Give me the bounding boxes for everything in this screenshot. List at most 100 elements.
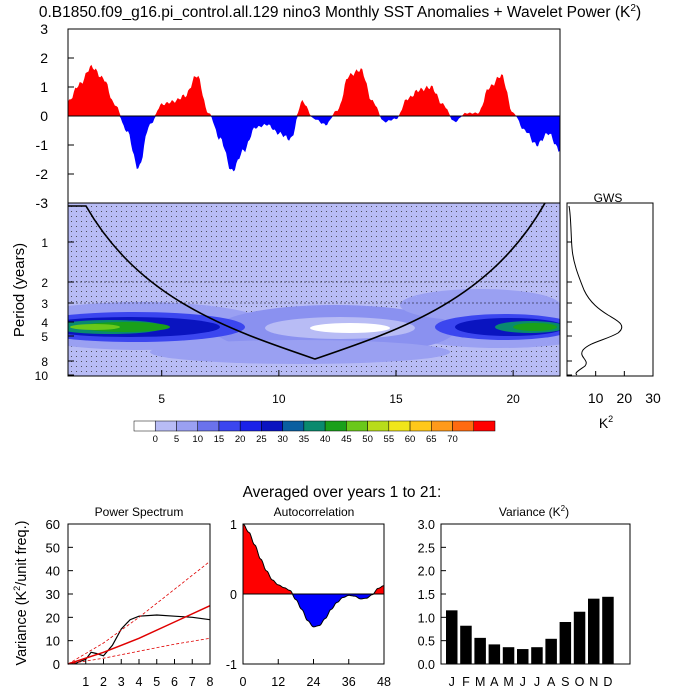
wavelet-y-tick-label: 5 [41, 330, 48, 344]
colorbar-label: 25 [256, 434, 267, 445]
colorbar-swatch [388, 420, 411, 432]
colorbar-label: 15 [214, 434, 225, 445]
gws-frame [566, 202, 654, 377]
colorbar-swatch [452, 420, 475, 432]
ts-positive-area [68, 64, 560, 116]
wavelet-y-axis-label: Period (years) [11, 243, 28, 337]
power-band-peak-left-3 [70, 324, 120, 330]
colorbar-label: 10 [192, 434, 203, 445]
variance-bar [559, 622, 572, 664]
variance-bar [460, 625, 472, 664]
colorbar: 0 5 10 15 20 25 30 35 40 45 50 55 60 65 70 [133, 420, 496, 445]
gws-x-tick-label: 20 [617, 390, 633, 406]
colorbar-label: 55 [384, 434, 395, 445]
var-y-tick-label: 0.5 [418, 635, 435, 649]
colorbar-swatch [239, 420, 262, 432]
ac-y-tick-label: -1 [226, 658, 237, 672]
colorbar-label: 30 [277, 434, 288, 445]
colorbar-label: 70 [447, 434, 458, 445]
autocorrelation-frame [242, 523, 385, 665]
wavelet-x-tick-label: 20 [506, 392, 520, 406]
ts-y-tick-label: 1 [40, 79, 48, 95]
wavelet-panel [68, 203, 560, 376]
var-y-tick-label: 1.5 [418, 588, 435, 602]
cone-of-influence [68, 203, 546, 360]
ac-x-tick-label: 36 [342, 675, 356, 689]
colorbar-label: 0 [153, 434, 158, 445]
ts-y-tick-label: -3 [36, 195, 49, 211]
ps-x-tick-label: 3 [118, 675, 125, 689]
variance-month-label: O [575, 675, 585, 689]
variance-month-label: F [462, 675, 470, 689]
power-spectrum-title: Power Spectrum [95, 505, 184, 519]
ac-x-tick-label: 0 [240, 675, 247, 689]
wavelet-x-tick-label: 10 [272, 392, 286, 406]
autocorrelation-panel: 10-10 12 24 36 48 [226, 518, 391, 689]
colorbar-swatch [473, 420, 496, 432]
colorbar-label: 35 [299, 434, 310, 445]
timeseries-y-ticks: 3 2 1 0 -1 -2 -3 [36, 21, 74, 211]
ps-y-tick-label: 20 [46, 610, 60, 625]
variance-bar [573, 611, 586, 664]
gws-line [568, 205, 623, 376]
autocorrelation-positive-area [243, 524, 384, 594]
ps-x-tick-label: 4 [136, 675, 143, 689]
ps-x-tick-label: 6 [171, 675, 178, 689]
wavelet-frame [67, 202, 561, 377]
colorbar-swatch [133, 420, 156, 432]
colorbar-label: 20 [235, 434, 246, 445]
variance-bar [588, 598, 600, 664]
variance-panel: J F M A M J J A S O N D3.02.52.01.51.00.50.0 [418, 518, 614, 689]
wavelet-x-tick-label: 5 [158, 392, 165, 406]
colorbar-label: 45 [341, 434, 352, 445]
colorbar-swatch [324, 420, 347, 432]
power-band-upper [400, 289, 560, 321]
wavelet-y-tick-label: 4 [41, 316, 48, 330]
power-spectrum-series-line [67, 560, 211, 665]
figure-title: 0.B1850.f09_g16.pi_control.all.129 nino3… [39, 3, 641, 21]
gws-x-tick-label: 10 [588, 390, 604, 406]
variance-bar [531, 647, 543, 664]
autocorrelation-negative-area [243, 594, 384, 627]
variance-month-label: A [547, 675, 556, 689]
ac-x-tick-label: 12 [271, 675, 285, 689]
var-y-tick-label: 0.0 [418, 658, 435, 672]
wavelet-y-tick-label: 1 [41, 236, 48, 250]
ts-y-tick-label: -1 [36, 137, 49, 153]
power-spectrum-series-line [67, 637, 211, 665]
power-band-center-white [310, 323, 390, 333]
wavelet-y-tick-label: 8 [41, 355, 48, 369]
var-y-tick-label: 3.0 [418, 518, 435, 532]
variance-bar [502, 647, 515, 664]
wavelet-y-tick-label: 10 [35, 369, 49, 383]
variance-month-label: D [603, 675, 612, 689]
var-y-tick-label: 2.0 [418, 565, 435, 579]
wavelet-y-tick-label: 3 [41, 297, 48, 311]
ps-y-tick-label: 30 [46, 587, 60, 602]
colorbar-swatch [176, 420, 198, 432]
variance-bar [474, 637, 486, 664]
colorbar-swatch [409, 420, 432, 432]
variance-month-label: A [490, 675, 499, 689]
gws-x-tick-label: 30 [645, 390, 661, 406]
colorbar-swatch [431, 420, 453, 432]
ac-x-tick-label: 24 [307, 675, 321, 689]
variance-bar [488, 644, 501, 664]
ps-x-tick-label: 1 [82, 675, 89, 689]
variance-month-label: S [561, 675, 569, 689]
var-y-tick-label: 2.5 [418, 541, 435, 555]
ts-negative-area [68, 116, 560, 172]
variance-month-label: J [534, 675, 540, 689]
power-spectrum-frame [67, 523, 211, 665]
variance-month-label: M [503, 675, 513, 689]
autocorrelation-title: Autocorrelation [274, 505, 355, 519]
ps-y-tick-label: 10 [46, 634, 60, 649]
colorbar-label: 5 [174, 434, 179, 445]
ac-x-tick-label: 48 [377, 675, 391, 689]
variance-bar [517, 649, 529, 664]
colorbar-swatch [154, 420, 177, 432]
variance-month-label: M [475, 675, 485, 689]
variance-bar [602, 596, 614, 664]
colorbar-label: 40 [320, 434, 331, 445]
